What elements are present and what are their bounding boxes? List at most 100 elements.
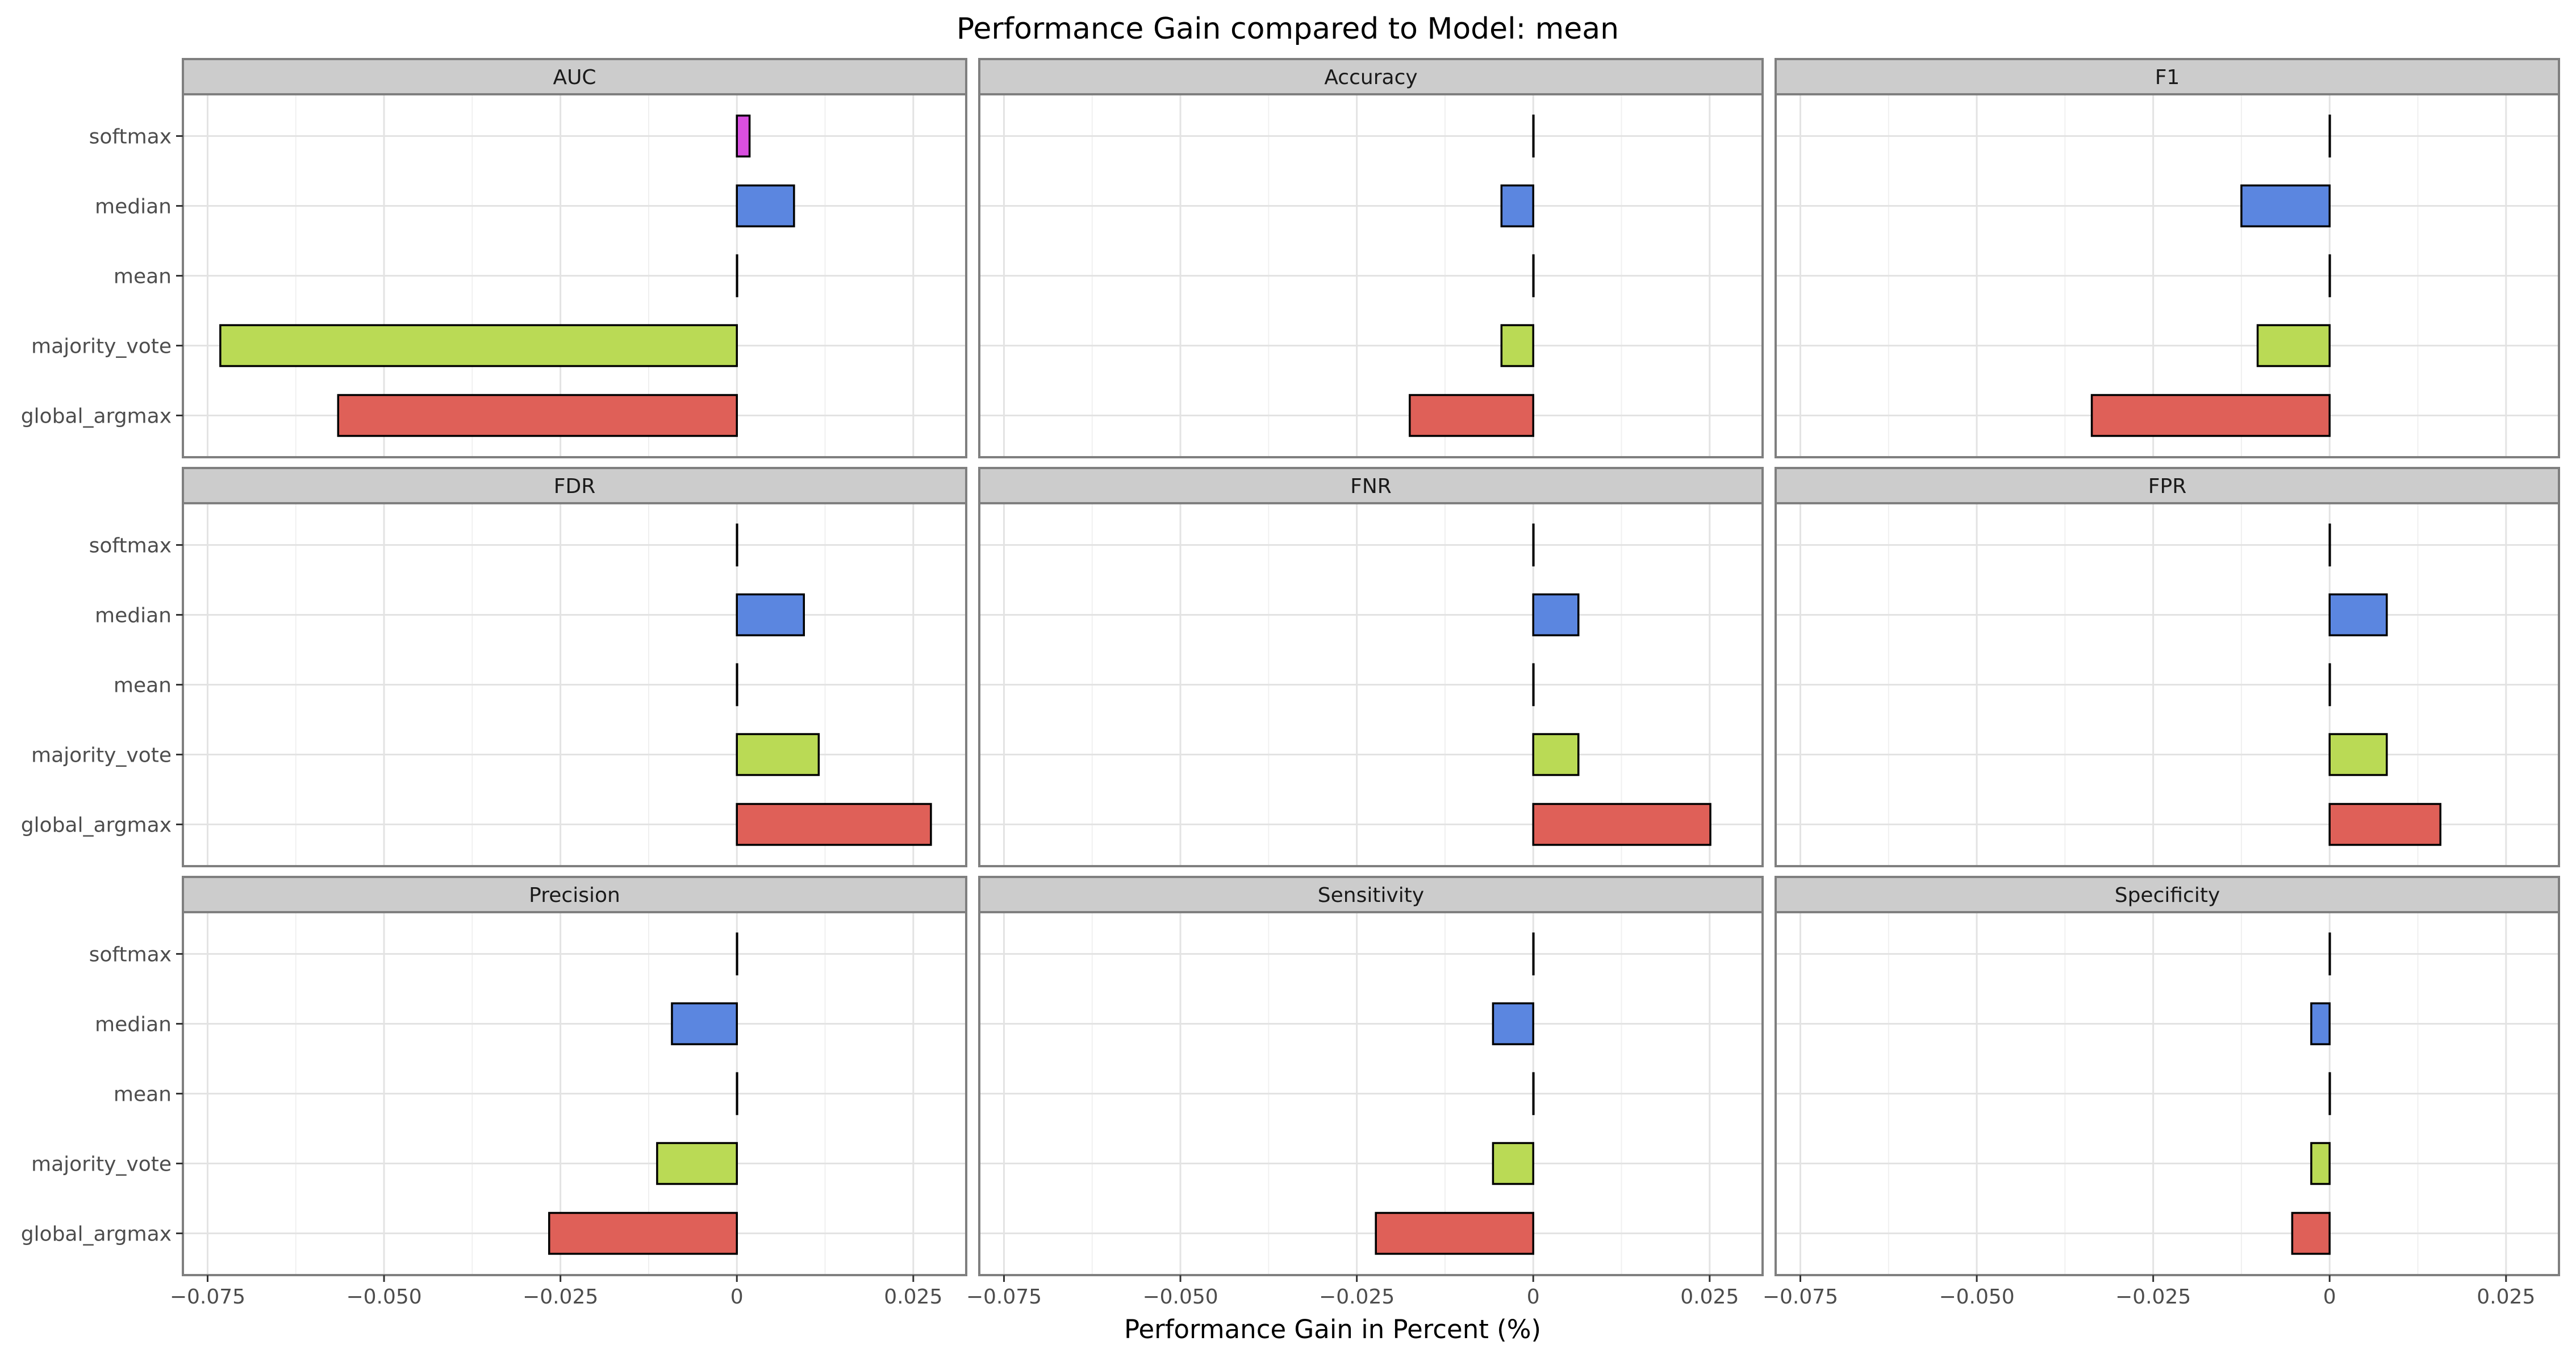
x-axis-label: Performance Gain in Percent (%): [1124, 1314, 1541, 1344]
bar-majority_vote: [656, 1142, 738, 1185]
x-tick-label: −0.025: [2115, 1285, 2191, 1309]
x-tick-label: 0.025: [1680, 1285, 1739, 1309]
x-tick-label: −0.025: [1319, 1285, 1395, 1309]
facet-fnr: FNR: [978, 467, 1764, 867]
bar-global_argmax: [337, 394, 738, 437]
bar-median: [1492, 1002, 1534, 1046]
x-tick-label: −0.050: [1142, 1285, 1218, 1309]
bar-global_argmax: [2291, 1211, 2331, 1255]
x-tick-label: 0.025: [2477, 1285, 2535, 1309]
bar-mean: [2328, 663, 2331, 707]
y-tick-label: global_argmax: [21, 405, 172, 428]
y-tick-label: softmax: [89, 534, 172, 558]
facet-strip: [978, 467, 1764, 504]
bar-mean: [2328, 254, 2331, 298]
y-tick-label: softmax: [89, 126, 172, 149]
bar-global_argmax: [2328, 803, 2442, 846]
bar-median: [671, 1002, 738, 1046]
facet-strip: [978, 58, 1764, 95]
y-tick-label: median: [95, 1013, 172, 1037]
facet-fdr: FDR softmax median mean majority_vote global_…: [21, 467, 967, 867]
x-tick-label: −0.025: [523, 1285, 598, 1309]
bar-majority_vote: [2256, 324, 2331, 367]
x-tick-label: 0.025: [884, 1285, 942, 1309]
x-tick-label: 0: [1527, 1285, 1540, 1309]
bar-softmax: [1532, 114, 1535, 158]
facet-strip-label: Accuracy: [1324, 66, 1417, 89]
bar-median: [2240, 184, 2331, 228]
x-tick-label: 0: [730, 1285, 744, 1309]
y-tick-label: majority_vote: [31, 335, 172, 358]
bar-majority_vote: [1492, 1142, 1534, 1185]
facet-strip-label: FPR: [2148, 475, 2186, 498]
facet-strip: [978, 876, 1764, 913]
y-tick-label: majority_vote: [31, 744, 172, 767]
facet-strip-label: F1: [2155, 66, 2180, 89]
y-tick-label: mean: [114, 265, 172, 289]
x-tick-label: −0.075: [1763, 1285, 1838, 1309]
y-tick-label: mean: [114, 674, 172, 697]
chart-title: Performance Gain compared to Model: mean: [957, 12, 1619, 46]
facet-strip: [182, 467, 967, 504]
y-tick-label: global_argmax: [21, 814, 172, 837]
facet-strip: [1775, 876, 2560, 913]
facet-sensitivity: Sensitivity −0.075 −0.050 −0.025 0 0.025: [966, 876, 1764, 1309]
bar-softmax: [1532, 523, 1535, 567]
bar-median: [2310, 1002, 2331, 1046]
bar-softmax: [2328, 523, 2331, 567]
bar-global_argmax: [2090, 394, 2331, 437]
facet-strip-label: AUC: [553, 66, 596, 89]
bar-global_argmax: [548, 1211, 738, 1255]
facet-strip: [1775, 58, 2560, 95]
y-tick-label: median: [95, 604, 172, 628]
bar-majority_vote: [2310, 1142, 2331, 1185]
bar-majority_vote: [219, 324, 738, 367]
bar-majority_vote: [2328, 733, 2388, 776]
x-tick-label: −0.075: [170, 1285, 245, 1309]
facet-precision: Precision softmax median mean majority_voteg…: [21, 876, 967, 1309]
facet-accuracy: Accuracy: [978, 58, 1764, 458]
facet-strip: [182, 876, 967, 913]
x-tick-label: 0: [2323, 1285, 2336, 1309]
facet-strip-label: Precision: [529, 884, 620, 907]
bar-median: [1500, 184, 1534, 228]
bar-global_argmax: [1375, 1211, 1534, 1255]
facet-strip-label: FNR: [1350, 475, 1392, 498]
bar-softmax: [1532, 932, 1535, 976]
bar-softmax: [2328, 114, 2331, 158]
facet-strip: [182, 58, 967, 95]
bar-global_argmax: [1409, 394, 1534, 437]
bar-median: [736, 184, 795, 228]
facet-grid: AUC softmax median mean majority_vote global_…: [21, 58, 2560, 1309]
y-tick-label: majority_vote: [31, 1153, 172, 1176]
bar-softmax: [736, 114, 751, 158]
bar-median: [736, 593, 805, 637]
facet-specificity: Specificity −0.075 −0.050 −0.025 0 0.025: [1763, 876, 2560, 1309]
y-tick-label: median: [95, 195, 172, 219]
y-tick-label: mean: [114, 1083, 172, 1106]
bar-median: [1532, 593, 1580, 637]
facet-strip: [1775, 467, 2560, 504]
bar-mean: [1532, 1072, 1535, 1115]
bar-softmax: [2328, 932, 2331, 976]
facet-auc: AUC softmax median mean majority_vote global_…: [21, 58, 967, 458]
bar-global_argmax: [1532, 803, 1711, 846]
bar-mean: [2328, 1072, 2331, 1115]
bar-mean: [1532, 254, 1535, 298]
bar-mean: [1532, 663, 1535, 707]
facet-strip-label: Specificity: [2115, 884, 2220, 907]
facet-f1: F1: [1775, 58, 2560, 458]
facet-fpr: FPR: [1775, 467, 2560, 867]
bar-majority_vote: [736, 733, 820, 776]
bar-majority_vote: [1500, 324, 1534, 367]
y-tick-label: softmax: [89, 943, 172, 967]
bar-majority_vote: [1532, 733, 1580, 776]
y-tick-label: global_argmax: [21, 1223, 172, 1246]
facet-strip-label: Sensitivity: [1318, 884, 1424, 907]
bar-median: [2328, 593, 2388, 637]
x-tick-label: −0.050: [1939, 1285, 2014, 1309]
x-tick-label: −0.075: [966, 1285, 1042, 1309]
x-tick-label: −0.050: [346, 1285, 421, 1309]
facet-strip-label: FDR: [554, 475, 595, 498]
